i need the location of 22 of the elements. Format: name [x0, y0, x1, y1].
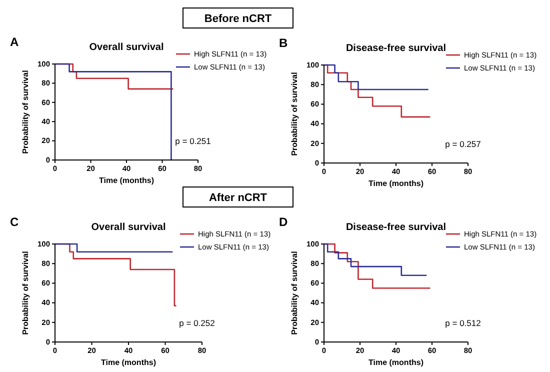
text: D: [279, 215, 288, 229]
chart-title: Overall survival: [91, 222, 166, 233]
chart-title: Disease-free survival: [346, 222, 446, 233]
x-axis-title: Time (months): [368, 358, 424, 367]
text: B: [279, 36, 288, 50]
x-axis-title: Time (months): [368, 179, 424, 188]
x-axis-title: Time (months): [99, 176, 154, 185]
text: Before nCRT: [204, 12, 272, 25]
y-axis-title: Probability of survival: [21, 251, 30, 335]
x-axis-title: Time (months): [101, 358, 156, 367]
text: C: [10, 215, 19, 229]
annotation: p = 0.251: [175, 136, 212, 146]
chart-title: Overall survival: [89, 42, 164, 53]
y-axis-title: Probability of survival: [290, 251, 299, 335]
annotation: p = 0.257: [445, 139, 482, 149]
annotation: p = 0.252: [179, 318, 216, 328]
chart-title: Disease-free survival: [346, 43, 446, 54]
text: After nCRT: [208, 192, 268, 204]
annotation: p = 0.512: [445, 318, 482, 328]
text: A: [10, 35, 19, 49]
y-axis-title: Probability of survival: [290, 72, 299, 156]
y-axis-title: Probability of survival: [21, 70, 30, 154]
